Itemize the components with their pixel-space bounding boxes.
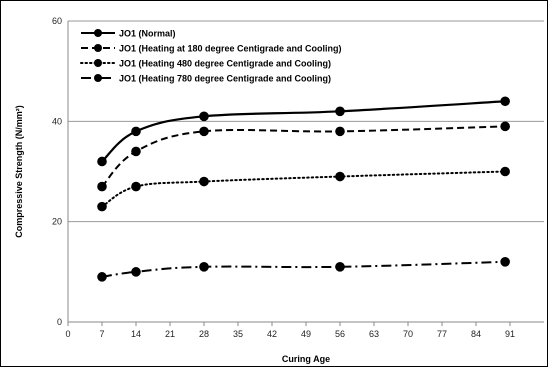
- data-point: [335, 262, 345, 272]
- data-point: [131, 181, 141, 192]
- data-point: [97, 181, 107, 192]
- legend-label: JO1 (Heating at 180 degree Centigrade an…: [119, 44, 342, 54]
- x-tick-label: 21: [165, 329, 175, 339]
- plot-area: [68, 21, 544, 322]
- series-line-1: [101, 100, 506, 163]
- data-point: [199, 126, 209, 137]
- legend-swatch-marker: [94, 59, 102, 67]
- data-point: [97, 156, 107, 167]
- y-tick-label: 40: [52, 116, 62, 126]
- data-point: [97, 272, 107, 282]
- legend-label: JO1 (Heating 780 degree Centigrade and C…: [119, 74, 331, 84]
- x-tick-label: 56: [335, 329, 345, 339]
- x-tick-label: 42: [267, 329, 277, 339]
- data-point: [97, 201, 107, 212]
- axes: 0 20 40 60 0 7 14 21 28 35 42 49 56 63 70 77 84 91: [52, 16, 544, 339]
- data-point: [500, 96, 510, 107]
- legend-label: JO1 (Normal): [119, 29, 176, 39]
- x-tick-label: 63: [369, 329, 379, 339]
- legend-label: JO1 (Heating 480 degree Centigrade and C…: [119, 59, 331, 69]
- grid-lines: [68, 20, 544, 223]
- data-point: [199, 111, 209, 122]
- legend-swatch-marker: [94, 29, 102, 37]
- data-point: [335, 171, 345, 182]
- data-point: [500, 121, 510, 132]
- legend-swatch-marker: [94, 74, 102, 82]
- y-tick-label: 60: [52, 16, 62, 26]
- data-point: [500, 257, 510, 267]
- x-tick-label: 91: [505, 329, 515, 339]
- y-tick-label: 0: [57, 317, 62, 327]
- data-markers: [97, 96, 510, 282]
- x-tick-label: 14: [131, 329, 141, 339]
- data-point: [500, 166, 510, 177]
- y-tick-label: 20: [52, 217, 62, 227]
- x-tick-label: 7: [99, 329, 104, 339]
- legend: JO1 (Normal) JO1 (Heating at 180 degree C…: [80, 29, 342, 84]
- data-point: [131, 146, 141, 157]
- data-point: [199, 262, 209, 272]
- x-tick-label: 84: [471, 329, 481, 339]
- y-axis-title: Compressive Strength (N/mm²): [14, 105, 24, 238]
- series-line-2: [101, 125, 506, 188]
- x-axis-title: Curing Age: [282, 354, 330, 364]
- x-tick-label: 77: [437, 329, 447, 339]
- legend-swatch-marker: [94, 44, 102, 52]
- x-tick-label: 28: [199, 329, 209, 339]
- x-tick-label: 35: [233, 329, 243, 339]
- data-point: [131, 126, 141, 137]
- data-point: [335, 106, 345, 117]
- x-tick-label: 0: [65, 329, 70, 339]
- x-tick-label: 49: [301, 329, 311, 339]
- data-point: [335, 126, 345, 137]
- x-tick-label: 70: [403, 329, 413, 339]
- data-point: [199, 176, 209, 187]
- data-point: [131, 267, 141, 277]
